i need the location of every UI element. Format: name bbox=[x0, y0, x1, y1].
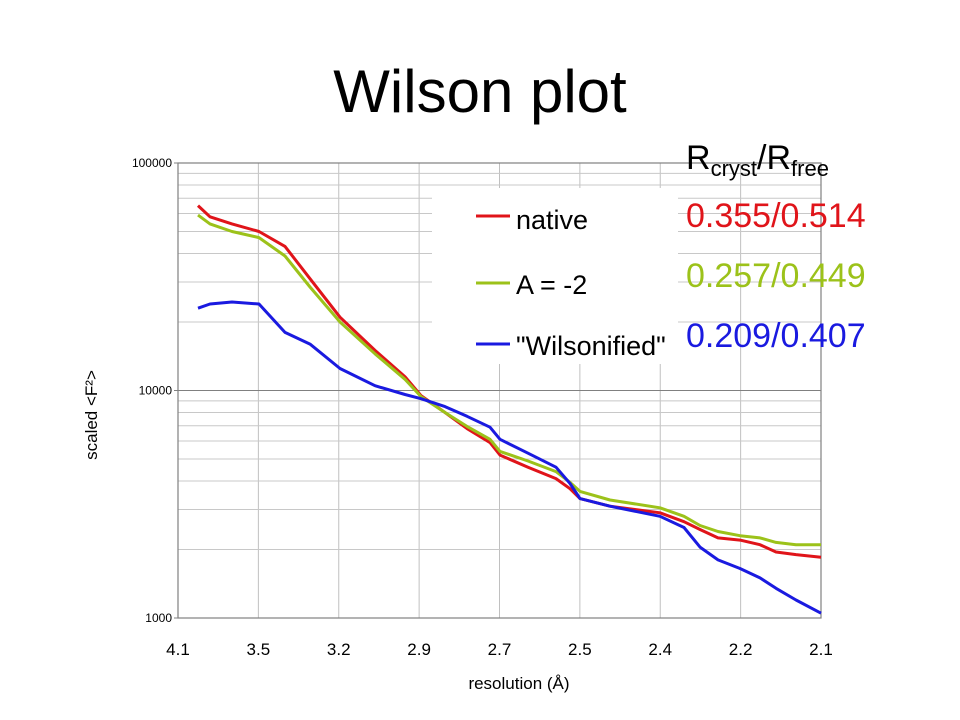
legend: native A = -2 "Wilsonified" bbox=[432, 188, 678, 364]
series-line-a-2 bbox=[197, 213, 821, 547]
legend-label-wilsonified: "Wilsonified" bbox=[516, 331, 666, 361]
stat-native: 0.355/0.514 bbox=[686, 197, 866, 235]
stat-wilsonified: 0.209/0.407 bbox=[686, 317, 866, 355]
x-tick-label: 2.5 bbox=[568, 640, 592, 659]
x-tick-label: 3.5 bbox=[247, 640, 271, 659]
series-line--wilsonified- bbox=[197, 300, 822, 615]
x-tick-label: 2.4 bbox=[648, 640, 672, 659]
legend-box bbox=[432, 188, 678, 364]
x-tick-label: 2.7 bbox=[488, 640, 512, 659]
y-tick-label: 100000 bbox=[132, 156, 172, 170]
x-tick-label: 4.1 bbox=[166, 640, 190, 659]
y-tick-label: 10000 bbox=[139, 384, 173, 398]
free-subscript: free bbox=[791, 156, 829, 181]
y-tick-labels: 1000 10000 100000 bbox=[132, 156, 178, 625]
slide-title: Wilson plot bbox=[333, 58, 627, 125]
legend-label-native: native bbox=[516, 205, 588, 235]
legend-label-a: A = -2 bbox=[516, 270, 587, 300]
series-line-native bbox=[196, 204, 822, 559]
r-letter: R bbox=[686, 139, 711, 177]
slash-r: /R bbox=[757, 139, 792, 177]
stat-a-minus-2: 0.257/0.449 bbox=[686, 257, 866, 295]
r-cryst-r-free-header: Rcryst/Rfree bbox=[686, 138, 829, 189]
y-axis-title: scaled <F²> bbox=[82, 370, 101, 460]
y-tick-label: 1000 bbox=[145, 611, 172, 625]
x-axis-title: resolution (Å) bbox=[468, 674, 569, 693]
x-tick-label: 2.1 bbox=[809, 640, 833, 659]
x-tick-label: 2.2 bbox=[729, 640, 753, 659]
x-tick-label: 2.9 bbox=[407, 640, 431, 659]
x-tick-labels: 4.1 3.5 3.2 2.9 2.7 2.5 2.4 2.2 2.1 bbox=[166, 640, 833, 659]
series-layer bbox=[196, 204, 822, 615]
cryst-subscript: cryst bbox=[710, 156, 758, 181]
x-tick-label: 3.2 bbox=[327, 640, 351, 659]
